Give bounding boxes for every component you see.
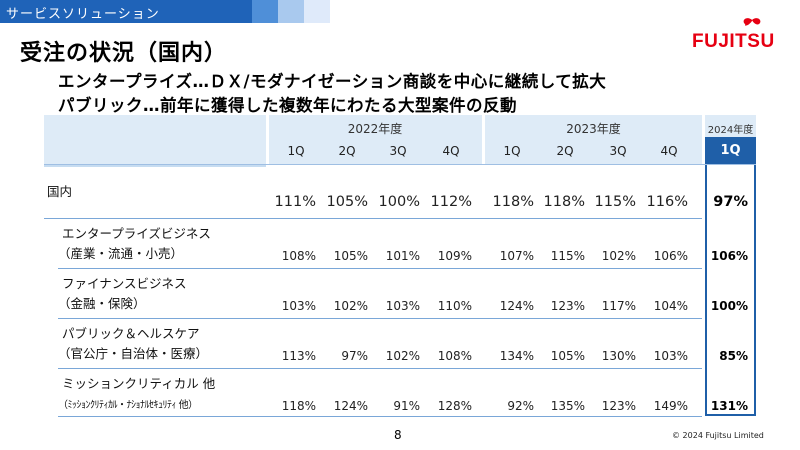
quarter-2022-1q: 1Q xyxy=(287,144,305,158)
table-cell: 103% xyxy=(281,299,316,313)
table-cell: 113% xyxy=(281,349,316,363)
row-sublabel-mission-critical: （ﾐｯｼｮﾝｸﾘﾃｨｶﾙ・ﾅｼｮﾅﾙｾｷｭﾘﾃｨ 他） xyxy=(58,400,198,411)
year-2024: 2024年度 xyxy=(707,125,754,136)
table-cell: 123% xyxy=(550,299,585,313)
table-cell: 105% xyxy=(333,249,368,263)
table-cell: 111% xyxy=(274,194,316,210)
table-cell: 135% xyxy=(550,399,585,413)
copyright: © 2024 Fujitsu Limited xyxy=(672,431,764,440)
subtitle-enterprise: エンタープライズ…ＤＸ/モダナイゼーション商談を中心に継続して拡大 xyxy=(58,72,607,91)
table-cell: 101% xyxy=(385,249,420,263)
row-divider xyxy=(58,318,702,319)
table-cell: 118% xyxy=(543,194,585,210)
table-cell: 102% xyxy=(333,299,368,313)
fujitsu-logo: FUJITSU xyxy=(692,18,775,52)
table-label-column xyxy=(44,164,268,167)
table-cell: 107% xyxy=(499,249,534,263)
page-number: 8 xyxy=(394,428,402,442)
table-header-2023 xyxy=(485,115,702,164)
column-separator xyxy=(266,115,269,417)
table-cell: 105% xyxy=(326,194,368,210)
quarter-2022-2q: 2Q xyxy=(338,144,356,158)
quarter-2022-3q: 3Q xyxy=(389,144,407,158)
table-cell: 104% xyxy=(653,299,688,313)
table-cell: 130% xyxy=(601,349,636,363)
table-cell: 123% xyxy=(601,399,636,413)
table-cell: 124% xyxy=(499,299,534,313)
quarter-2022-4q: 4Q xyxy=(442,144,460,158)
table-cell: 110% xyxy=(437,299,472,313)
row-sublabel-enterprise: （産業・流通・小売） xyxy=(58,246,184,261)
svg-text:FUJITSU: FUJITSU xyxy=(692,31,775,52)
latest-value-public: 85% xyxy=(719,349,748,363)
subtitle-public: パブリック…前年に獲得した複数年にわたる大型案件の反動 xyxy=(58,96,517,115)
table-cell: 103% xyxy=(653,349,688,363)
row-divider xyxy=(58,268,702,269)
latest-value-mission-critical: 131% xyxy=(710,399,748,413)
latest-value-finance: 100% xyxy=(710,299,748,313)
row-label-enterprise: エンタープライズビジネス xyxy=(62,226,211,241)
table-cell: 118% xyxy=(281,399,316,413)
row-label-public: パブリック＆ヘルスケア xyxy=(62,326,200,341)
column-separator xyxy=(482,115,485,417)
table-cell: 115% xyxy=(594,194,636,210)
latest-value-domestic: 97% xyxy=(713,194,748,210)
table-cell: 108% xyxy=(281,249,316,263)
table-cell: 134% xyxy=(499,349,534,363)
row-label-mission-critical: ミッションクリティカル 他 xyxy=(62,376,216,391)
table-cell: 118% xyxy=(492,194,534,210)
table-cell: 91% xyxy=(393,399,420,413)
table-cell: 112% xyxy=(430,194,472,210)
table-cell: 116% xyxy=(646,194,688,210)
quarter-2023-2q: 2Q xyxy=(556,144,574,158)
quarter-2023-1q: 1Q xyxy=(503,144,521,158)
page-title: 受注の状況（国内） xyxy=(20,41,228,66)
row-divider xyxy=(58,368,702,369)
table-cell: 109% xyxy=(437,249,472,263)
section-banner: サービスソリューション xyxy=(0,0,330,23)
table-cell: 103% xyxy=(385,299,420,313)
row-sublabel-finance: （金融・保険） xyxy=(58,296,146,311)
table-header-2024 xyxy=(705,115,756,137)
year-2023: 2023年度 xyxy=(566,122,621,136)
table-cell: 108% xyxy=(437,349,472,363)
row-label-finance: ファイナンスビジネス xyxy=(62,276,187,291)
quarter-2023-3q: 3Q xyxy=(609,144,627,158)
table-cell: 100% xyxy=(378,194,420,210)
table-cell: 115% xyxy=(550,249,585,263)
table-cell: 149% xyxy=(653,399,688,413)
table-cell: 106% xyxy=(653,249,688,263)
row-label-domestic: 国内 xyxy=(47,184,73,199)
row-divider xyxy=(58,416,702,417)
table-cell: 128% xyxy=(437,399,472,413)
table-cell: 102% xyxy=(385,349,420,363)
row-sublabel-public: （官公庁・自治体・医療） xyxy=(58,346,209,361)
row-divider xyxy=(44,164,756,165)
quarter-2024-1q: 1Q xyxy=(705,137,756,164)
table-cell: 124% xyxy=(333,399,368,413)
table-header-2022 xyxy=(268,115,482,164)
section-label: サービスソリューション xyxy=(6,7,160,22)
table-cell: 92% xyxy=(507,399,534,413)
year-2022: 2022年度 xyxy=(347,122,403,136)
table-header-label-area xyxy=(44,115,268,164)
latest-quarter-highlight xyxy=(705,137,756,416)
table-cell: 105% xyxy=(550,349,585,363)
row-divider xyxy=(44,218,702,219)
table-cell: 102% xyxy=(601,249,636,263)
table-cell: 97% xyxy=(341,349,368,363)
column-separator xyxy=(702,115,705,417)
latest-value-enterprise: 106% xyxy=(710,249,748,263)
table-cell: 117% xyxy=(601,299,636,313)
quarter-2023-4q: 4Q xyxy=(660,144,678,158)
